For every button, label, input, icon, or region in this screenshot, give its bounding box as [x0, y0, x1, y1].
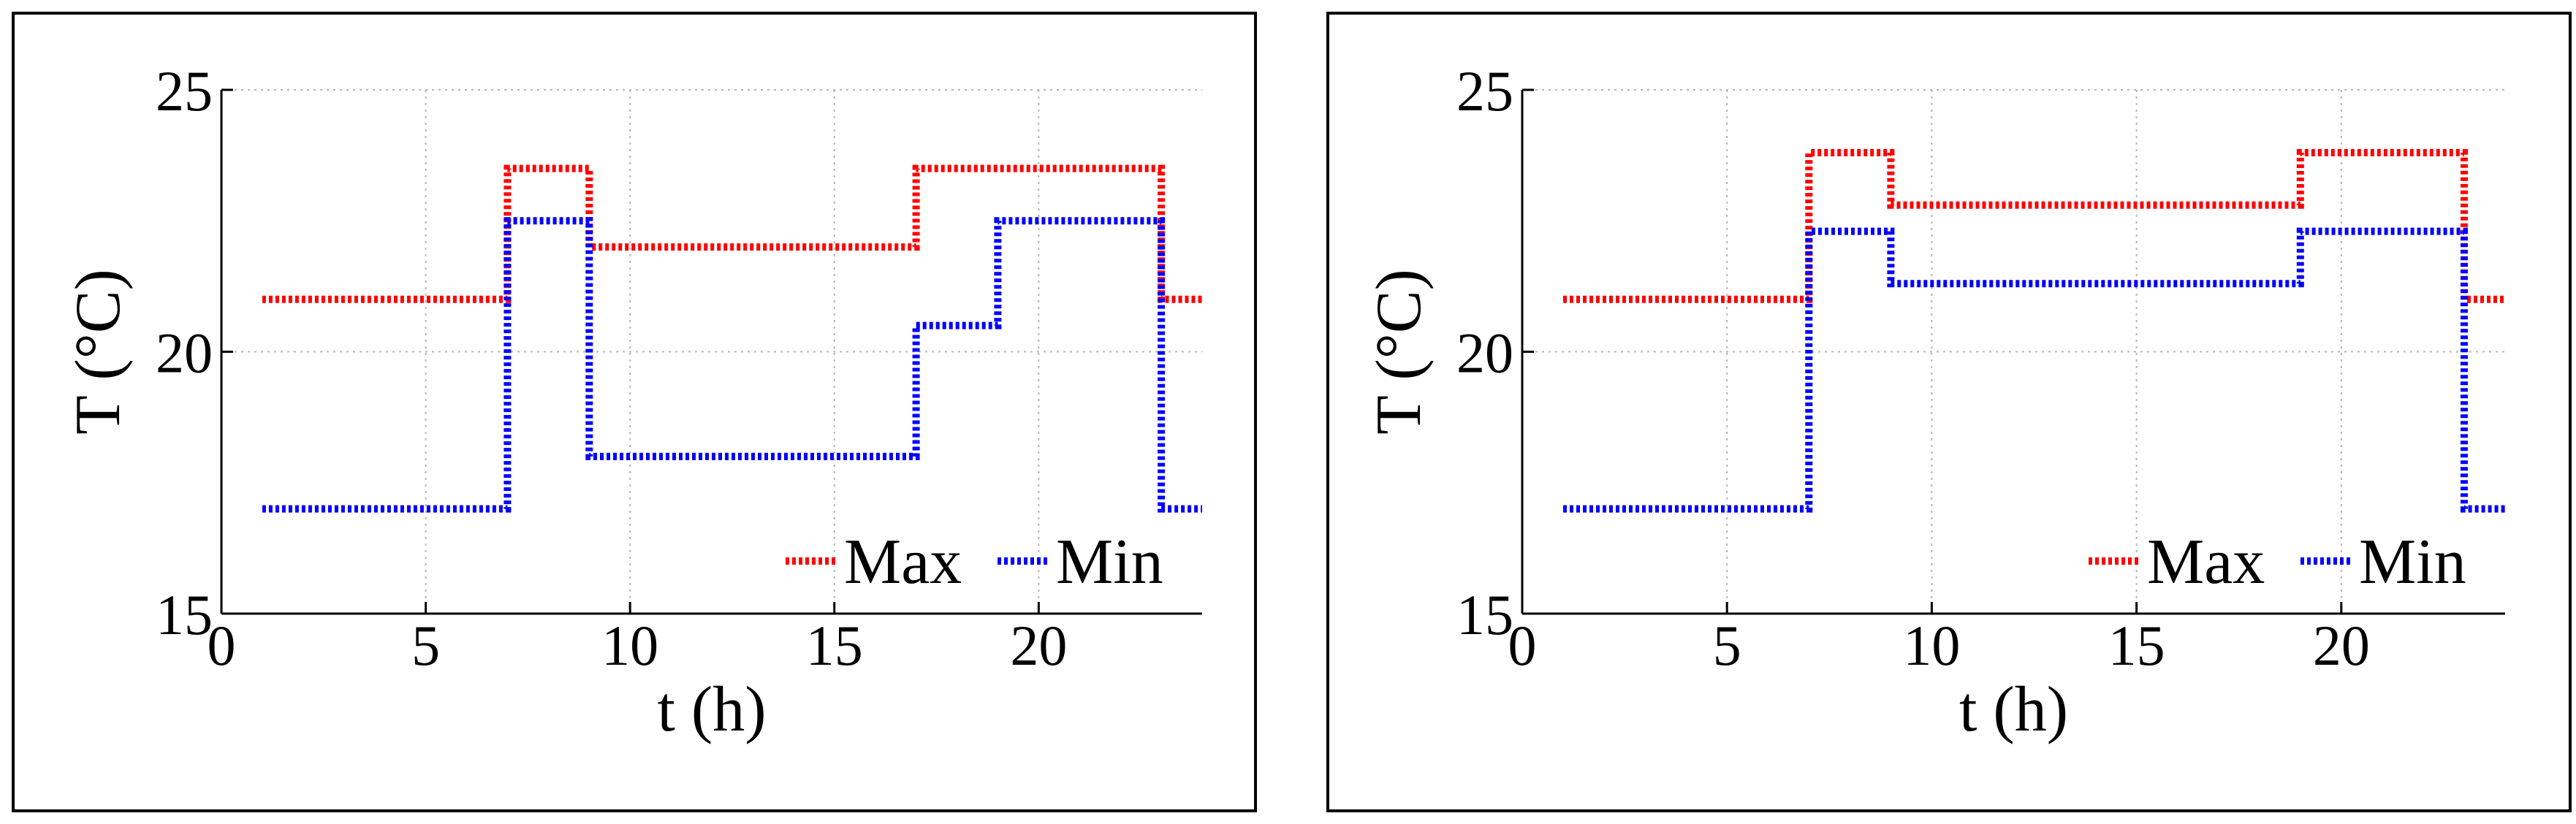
- y-tick-label: 20: [1456, 321, 1513, 385]
- y-tick-label: 15: [1456, 583, 1513, 646]
- x-tick-label: 5: [411, 614, 440, 677]
- x-tick-label: 20: [2313, 614, 2370, 677]
- series-line-max: [1563, 149, 2505, 303]
- legend-label-max: Max: [2147, 527, 2265, 598]
- y-tick-label: 15: [156, 583, 213, 646]
- x-tick-label: 15: [806, 614, 863, 677]
- x-tick-label: 5: [1713, 614, 1741, 677]
- chart-panel-1: 0 5 10 15 20 15 20 25 t (h) T (°C) Max Min: [12, 12, 1257, 812]
- y-tick-label: 25: [156, 59, 213, 123]
- y-axis-label: T (°C): [63, 269, 134, 435]
- x-tick-label: 0: [1508, 614, 1537, 677]
- y-axis-label: T (°C): [1364, 269, 1435, 435]
- chart-panel-2: 0 5 10 15 20 15 20 25 t (h) T (°C) Max Min: [1326, 12, 2572, 812]
- x-tick-label: 15: [2108, 614, 2165, 677]
- x-axis-label: t (h): [657, 674, 766, 745]
- panel-frame: [1326, 12, 2572, 812]
- legend-label-min: Min: [2359, 527, 2466, 598]
- x-tick-label: 10: [601, 614, 658, 677]
- panel-frame: [12, 12, 1257, 812]
- x-axis-label: t (h): [1959, 674, 2068, 745]
- x-tick-label: 10: [1903, 614, 1960, 677]
- series-line-min: [1563, 227, 2505, 513]
- series-line-max: [262, 164, 1202, 303]
- y-tick-label: 25: [1456, 59, 1513, 123]
- series-line-min: [262, 217, 1202, 513]
- x-tick-label: 0: [208, 614, 236, 677]
- legend-label-min: Min: [1056, 527, 1163, 598]
- x-tick-label: 20: [1010, 614, 1067, 677]
- legend-label-max: Max: [844, 527, 962, 598]
- y-tick-label: 20: [156, 321, 213, 385]
